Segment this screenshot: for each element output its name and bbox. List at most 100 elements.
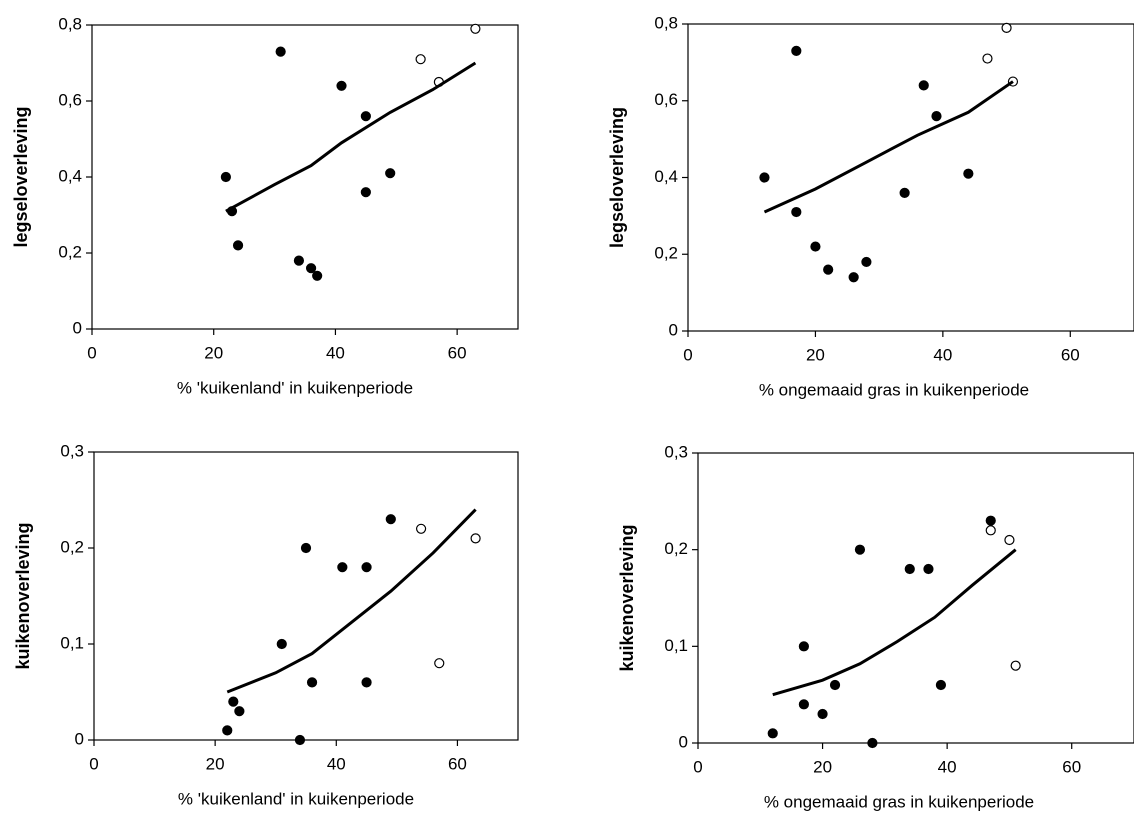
chart: 0 0,2 0,4 0,6 0,8 0 20 40 60 % 'kuikenland' in ku… <box>11 14 519 397</box>
trend-line <box>226 508 477 694</box>
filled-point <box>963 168 974 179</box>
y-tick-label: 0 <box>73 318 82 337</box>
x-tick-label: 60 <box>1061 345 1080 364</box>
x-tick-label: 40 <box>326 343 345 362</box>
filled-point <box>810 241 821 252</box>
open-point <box>1001 22 1012 33</box>
filled-point <box>336 80 347 91</box>
filled-point <box>276 638 287 650</box>
filled-point <box>759 172 770 183</box>
filled-point <box>232 240 244 251</box>
chart: 0 0,2 0,4 0,6 0,8 0 20 40 60 % ongemaaid gras in … <box>607 13 1134 399</box>
open-point <box>415 523 427 534</box>
filled-point <box>385 168 396 179</box>
filled-point <box>829 679 841 691</box>
filled-point <box>234 706 245 717</box>
open-point <box>434 658 445 669</box>
filled-point <box>306 677 318 688</box>
filled-point <box>935 679 947 691</box>
y-tick-label: 0 <box>75 729 84 748</box>
x-tick-label: 0 <box>87 343 96 362</box>
filled-point <box>854 544 866 555</box>
y-tick-label: 0,2 <box>60 537 84 556</box>
plot-frame <box>91 24 519 330</box>
y-tick-label: 0,6 <box>58 90 82 109</box>
filled-point <box>791 206 802 218</box>
open-point <box>982 53 993 64</box>
filled-point <box>918 80 929 91</box>
chart: 0 0,1 0,2 0,3 0 20 40 60 % ongemaaid gras in kui… <box>617 442 1134 811</box>
y-tick-label: 0,4 <box>58 166 82 185</box>
x-tick-label: 20 <box>806 345 825 364</box>
filled-point <box>312 270 323 281</box>
chart: 0 0,1 0,2 0,3 0 20 40 60 % 'kuikenland' in kuike… <box>13 441 519 808</box>
x-tick-label: 20 <box>204 343 223 362</box>
x-axis-title: % 'kuikenland' in kuikenperiode <box>178 789 414 808</box>
x-tick-label: 0 <box>89 754 98 773</box>
x-tick-label: 0 <box>693 757 702 776</box>
y-tick-label: 0 <box>679 732 688 751</box>
x-tick-label: 40 <box>327 754 346 773</box>
filled-point <box>360 111 371 122</box>
y-tick-label: 0,2 <box>664 539 688 558</box>
y-tick-label: 0,3 <box>60 441 84 460</box>
filled-point <box>361 677 372 688</box>
y-tick-label: 0,2 <box>654 244 678 263</box>
trend-line <box>763 80 1014 214</box>
open-point <box>470 23 481 34</box>
y-tick-label: 0,3 <box>664 442 688 461</box>
x-tick-label: 20 <box>813 757 832 776</box>
open-point <box>1004 534 1015 546</box>
x-tick-label: 40 <box>933 345 952 364</box>
filled-point <box>867 737 878 749</box>
plot-frame <box>697 452 1134 744</box>
filled-point <box>305 263 317 274</box>
filled-point <box>361 562 372 573</box>
x-tick-label: 60 <box>1062 757 1081 776</box>
y-axis-title: kuikenoverleving <box>617 524 637 671</box>
filled-point <box>275 46 286 57</box>
filled-point <box>798 699 809 710</box>
filled-point <box>823 264 834 275</box>
open-point <box>985 525 996 536</box>
filled-point <box>923 563 934 575</box>
y-axis-title: kuikenoverleving <box>13 522 33 669</box>
trend-line <box>772 548 1017 697</box>
filled-point <box>220 171 231 183</box>
x-axis-title: % 'kuikenland' in kuikenperiode <box>177 378 413 397</box>
filled-point <box>300 542 312 554</box>
y-tick-label: 0,8 <box>58 14 82 33</box>
y-axis-title: legseloverleving <box>11 106 31 247</box>
filled-point <box>861 256 872 268</box>
filled-point <box>385 514 396 525</box>
x-tick-label: 20 <box>206 754 225 773</box>
filled-point <box>899 187 910 198</box>
trend-line <box>225 61 477 213</box>
x-axis-title: % ongemaaid gras in kuikenperiode <box>759 380 1029 399</box>
open-point <box>415 54 426 65</box>
x-tick-label: 60 <box>448 754 467 773</box>
filled-point <box>228 696 239 707</box>
filled-point <box>767 728 778 739</box>
filled-point <box>904 563 915 575</box>
filled-point <box>931 110 942 122</box>
x-tick-label: 60 <box>448 343 467 362</box>
filled-point <box>360 187 371 198</box>
y-tick-label: 0,1 <box>664 636 688 655</box>
filled-point <box>817 708 828 720</box>
filled-point <box>294 734 306 746</box>
open-point <box>470 533 481 544</box>
y-tick-label: 0,4 <box>654 167 678 186</box>
filled-point <box>848 272 859 283</box>
y-tick-label: 0,8 <box>654 13 678 32</box>
plot-frame <box>93 451 519 741</box>
x-tick-label: 40 <box>938 757 957 776</box>
open-point <box>1010 660 1021 671</box>
filled-point <box>798 641 809 652</box>
y-tick-label: 0,1 <box>60 633 84 652</box>
y-tick-label: 0,2 <box>58 242 82 261</box>
y-tick-label: 0 <box>669 320 678 339</box>
filled-point <box>985 515 996 526</box>
x-axis-title: % ongemaaid gras in kuikenperiode <box>764 792 1034 811</box>
